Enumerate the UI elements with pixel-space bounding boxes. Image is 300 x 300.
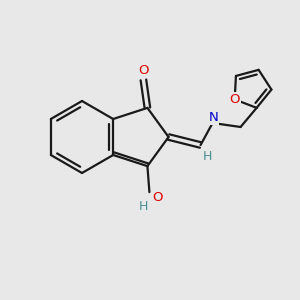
Text: H: H — [203, 151, 212, 164]
Text: O: O — [230, 93, 240, 106]
Text: N: N — [209, 112, 218, 124]
Text: O: O — [152, 190, 163, 204]
Text: H: H — [139, 200, 148, 213]
Text: O: O — [138, 64, 149, 77]
